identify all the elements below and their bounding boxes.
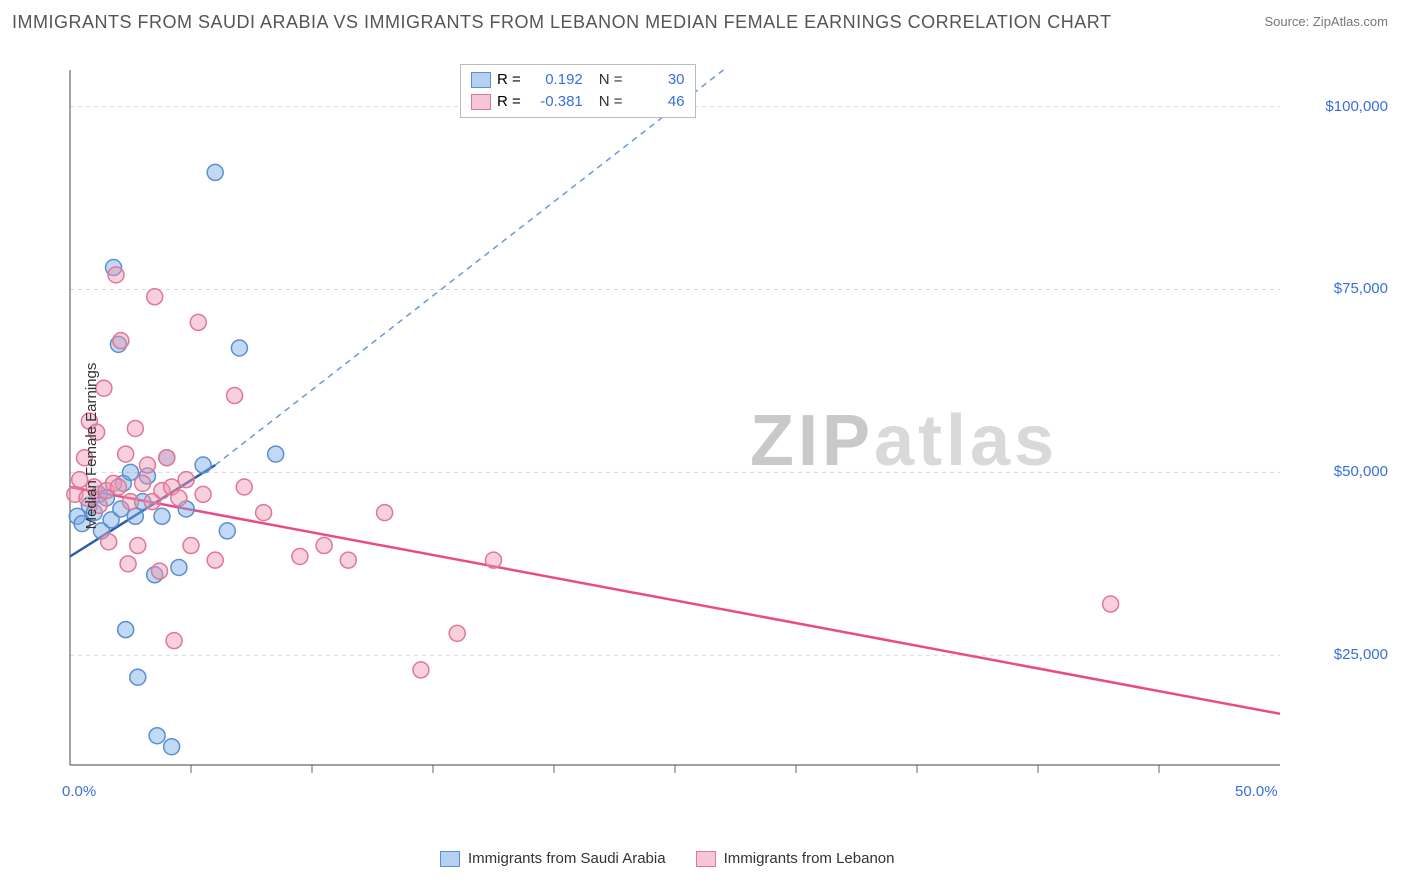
y-tick-label: $75,000 (1334, 280, 1388, 297)
x-tick-label: 50.0% (1235, 783, 1278, 800)
chart-canvas (50, 60, 1370, 820)
legend-swatch (696, 851, 716, 867)
n-label: N = (599, 69, 623, 91)
n-value: 30 (633, 69, 685, 91)
source-attribution: Source: ZipAtlas.com (1264, 14, 1388, 29)
legend-label: Immigrants from Lebanon (724, 850, 895, 867)
source-prefix: Source: (1264, 14, 1312, 29)
x-tick-label: 0.0% (62, 783, 96, 800)
stats-legend-row: R = 0.192 N = 30 (471, 69, 685, 91)
stats-legend: R = 0.192 N = 30 R = -0.381 N = 46 (460, 64, 696, 118)
legend-item: Immigrants from Lebanon (696, 850, 895, 867)
r-label: R = (497, 69, 521, 91)
r-value: -0.381 (531, 91, 583, 113)
n-label: N = (599, 91, 623, 113)
chart-title: IMMIGRANTS FROM SAUDI ARABIA VS IMMIGRAN… (12, 12, 1111, 33)
legend-swatch (471, 94, 491, 110)
legend-swatch (440, 851, 460, 867)
y-tick-label: $100,000 (1325, 98, 1388, 115)
y-tick-label: $50,000 (1334, 463, 1388, 480)
series-legend: Immigrants from Saudi Arabia Immigrants f… (440, 850, 895, 867)
legend-swatch (471, 72, 491, 88)
r-value: 0.192 (531, 69, 583, 91)
stats-legend-row: R = -0.381 N = 46 (471, 91, 685, 113)
n-value: 46 (633, 91, 685, 113)
y-axis-label: Median Female Earnings (83, 363, 100, 530)
source-name: ZipAtlas.com (1313, 14, 1388, 29)
scatter-plot (50, 60, 1370, 820)
legend-label: Immigrants from Saudi Arabia (468, 850, 666, 867)
y-tick-label: $25,000 (1334, 646, 1388, 663)
r-label: R = (497, 91, 521, 113)
legend-item: Immigrants from Saudi Arabia (440, 850, 666, 867)
